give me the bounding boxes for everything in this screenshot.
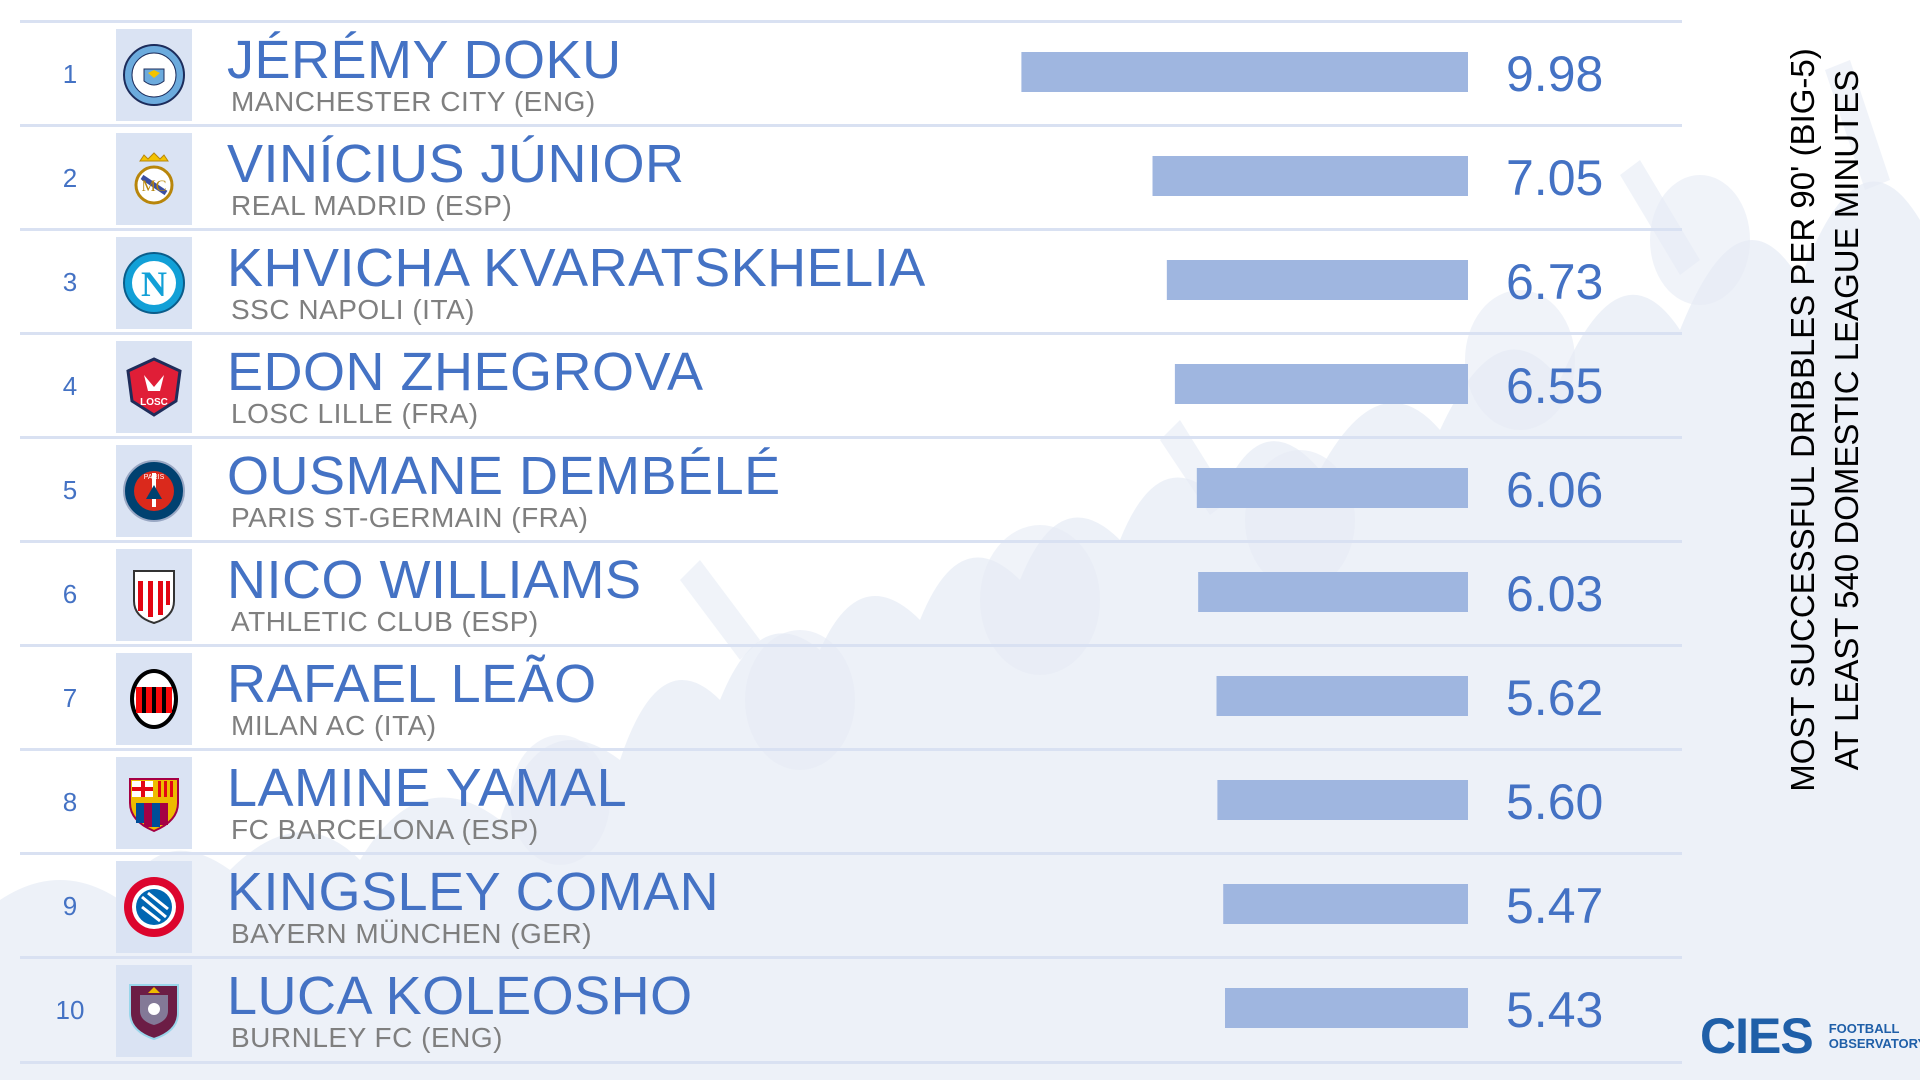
value-label: 6.73 <box>1506 254 1604 310</box>
value-label: 6.03 <box>1506 566 1604 622</box>
table-row: 5 PARIS OUSMANE DEMBÉLÉ PARIS ST-GERMAIN… <box>20 436 1682 541</box>
club-logo-cell: LOSC <box>116 341 192 433</box>
player-name: LUCA KOLEOSHO <box>227 966 693 1026</box>
club-logo-cell: N <box>116 237 192 329</box>
club-logo-cell <box>116 653 192 745</box>
rank-number: 3 <box>62 266 78 297</box>
player-name: EDON ZHEGROVA <box>227 342 704 402</box>
value-label: 5.60 <box>1506 774 1604 830</box>
club-logo-cell <box>116 757 192 849</box>
value-bar <box>1225 988 1468 1028</box>
real-madrid-crest-icon: MC <box>134 152 174 205</box>
rank-number: 7 <box>62 682 78 713</box>
psg-crest-icon: PARIS <box>123 460 185 522</box>
club-name: MILAN AC (ITA) <box>231 710 437 741</box>
table-row: 10 LUCA KOLEOSHO BURNLEY FC (ENG) 5.43 <box>20 956 1682 1064</box>
rank-number: 2 <box>62 162 78 193</box>
club-name: FC BARCELONA (ESP) <box>231 814 539 845</box>
rank-number: 9 <box>62 890 78 921</box>
value-bar <box>1216 676 1468 716</box>
value-label: 5.62 <box>1506 670 1604 726</box>
value-bar <box>1198 572 1468 612</box>
barcelona-crest-icon <box>129 778 179 833</box>
value-bar <box>1174 364 1468 404</box>
club-name: ATHLETIC CLUB (ESP) <box>231 606 539 637</box>
value-bar <box>1223 884 1468 924</box>
rank-number: 6 <box>62 578 78 609</box>
svg-text:LOSC: LOSC <box>140 397 168 408</box>
table-row: 7 RAFAEL LEÃO MILAN AC (ITA) 5.62 <box>20 644 1682 749</box>
player-name: NICO WILLIAMS <box>227 550 642 610</box>
club-logo-cell <box>116 549 192 641</box>
player-name: LAMINE YAMAL <box>227 758 628 818</box>
player-name: KINGSLEY COMAN <box>227 862 720 922</box>
club-name: MANCHESTER CITY (ENG) <box>231 86 596 117</box>
table-row: 4 LOSC EDON ZHEGROVA LOSC LILLE (FRA) 6.… <box>20 332 1682 437</box>
value-bar <box>1166 260 1468 300</box>
athletic-club-crest-icon <box>133 570 175 625</box>
table-row: 2 MC VINÍCIUS JÚNIOR REAL MADRID (ESP) 7… <box>20 124 1682 229</box>
table-row: 6 NICO WILLIAMS ATHLETIC CLUB (ESP) 6.03 <box>20 540 1682 645</box>
cies-logo-text: CIES <box>1700 1008 1814 1064</box>
player-name: VINÍCIUS JÚNIOR <box>227 134 685 194</box>
chart-subtitle: AT LEAST 540 DOMESTIC LEAGUE MINUTES <box>1828 69 1865 771</box>
logo-subtext-line2: OBSERVATORY <box>1828 1036 1920 1051</box>
value-label: 9.98 <box>1506 46 1604 102</box>
club-logo-cell <box>116 965 192 1057</box>
club-logo-cell <box>116 29 192 121</box>
value-bar <box>1217 780 1468 820</box>
rank-number: 5 <box>62 474 78 505</box>
club-name: BAYERN MÜNCHEN (GER) <box>231 918 593 949</box>
club-name: BURNLEY FC (ENG) <box>231 1022 503 1053</box>
value-bar <box>1152 156 1468 196</box>
club-name: SSC NAPOLI (ITA) <box>231 294 475 325</box>
table-row: 9 KINGSLEY COMAN BAYERN MÜNCHEN (GER) 5.… <box>20 852 1682 957</box>
svg-text:N: N <box>141 264 167 304</box>
player-name: RAFAEL LEÃO <box>227 654 597 714</box>
club-logo-cell: PARIS <box>116 445 192 537</box>
bayern-crest-icon <box>124 877 184 937</box>
ac-milan-crest-icon <box>130 669 178 729</box>
manchester-city-crest-icon <box>123 44 185 106</box>
rank-number: 4 <box>62 370 78 401</box>
logo-subtext-line1: FOOTBALL <box>1828 1021 1900 1036</box>
club-name: REAL MADRID (ESP) <box>231 190 513 221</box>
value-label: 5.43 <box>1506 982 1604 1038</box>
rank-number: 10 <box>55 994 85 1025</box>
value-bar <box>1196 468 1468 508</box>
table-row: 1 JÉRÉMY DOKU MANCHESTER CITY (ENG) 9.98 <box>20 20 1682 125</box>
rank-number: 8 <box>62 786 78 817</box>
burnley-crest-icon <box>129 984 179 1041</box>
chart-title-block: MOST SUCCESSFUL DRIBBLES PER 90' (BIG-5)… <box>1775 20 1875 820</box>
table-row: 8 LAMINE YAMAL FC BARCELONA (ESP) 5.60 <box>20 748 1682 853</box>
lille-crest-icon: LOSC <box>126 357 182 417</box>
value-label: 6.06 <box>1506 462 1604 518</box>
svg-text:PARIS: PARIS <box>144 474 165 481</box>
table-row: 3 N KHVICHA KVARATSKHELIA SSC NAPOLI (IT… <box>20 228 1682 333</box>
cies-logo: CIES FOOTBALL OBSERVATORY <box>1700 1006 1920 1066</box>
chart-title: MOST SUCCESSFUL DRIBBLES PER 90' (BIG-5) <box>1784 48 1821 792</box>
value-bar <box>1021 52 1468 92</box>
player-name: JÉRÉMY DOKU <box>227 30 622 90</box>
player-name: KHVICHA KVARATSKHELIA <box>227 238 926 298</box>
value-label: 7.05 <box>1506 150 1604 206</box>
club-name: PARIS ST-GERMAIN (FRA) <box>231 502 589 533</box>
player-name: OUSMANE DEMBÉLÉ <box>227 446 781 506</box>
club-logo-cell <box>116 861 192 953</box>
svg-text:MC: MC <box>142 178 167 195</box>
napoli-crest-icon: N <box>123 252 185 314</box>
value-label: 6.55 <box>1506 358 1604 414</box>
value-label: 5.47 <box>1506 878 1604 934</box>
club-name: LOSC LILLE (FRA) <box>231 398 479 429</box>
club-logo-cell: MC <box>116 133 192 225</box>
rank-number: 1 <box>62 58 78 89</box>
